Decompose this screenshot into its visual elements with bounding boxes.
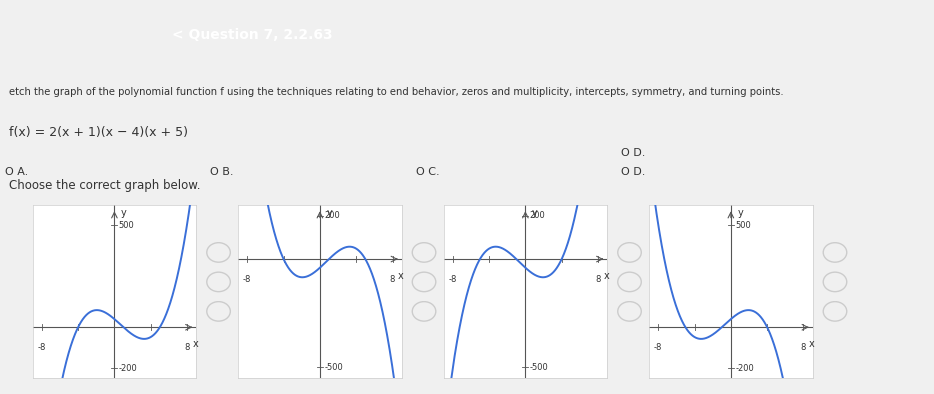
Text: O B.: O B. <box>210 167 234 177</box>
Text: y: y <box>327 208 333 218</box>
Text: 8: 8 <box>184 343 190 352</box>
Text: -500: -500 <box>324 363 343 372</box>
Text: f(x) = 2(x + 1)(x − 4)(x + 5): f(x) = 2(x + 1)(x − 4)(x + 5) <box>9 126 189 139</box>
Text: 200: 200 <box>530 211 545 220</box>
Text: -500: -500 <box>530 363 548 372</box>
Text: x: x <box>603 271 609 281</box>
Text: y: y <box>121 208 127 218</box>
Text: x: x <box>398 271 403 281</box>
Text: -200: -200 <box>119 364 137 373</box>
Text: -8: -8 <box>37 343 46 352</box>
Text: x: x <box>809 339 814 349</box>
Text: -8: -8 <box>243 275 251 284</box>
Text: -200: -200 <box>735 364 754 373</box>
Text: x: x <box>192 339 198 349</box>
Text: 8: 8 <box>595 275 601 284</box>
Text: -8: -8 <box>448 275 457 284</box>
Text: O A.: O A. <box>5 167 28 177</box>
Text: 500: 500 <box>735 221 751 230</box>
Text: y: y <box>738 208 743 218</box>
Text: O D.: O D. <box>621 167 645 177</box>
Text: Choose the correct graph below.: Choose the correct graph below. <box>9 179 201 192</box>
Text: 200: 200 <box>324 211 340 220</box>
Text: 8: 8 <box>389 275 395 284</box>
Text: etch the graph of the polynomial function f using the techniques relating to end: etch the graph of the polynomial functio… <box>9 87 784 97</box>
Text: 8: 8 <box>800 343 806 352</box>
Text: O D.: O D. <box>621 148 645 158</box>
Text: O C.: O C. <box>416 167 439 177</box>
Text: y: y <box>532 208 538 218</box>
Text: -8: -8 <box>654 343 662 352</box>
Text: < Question 7, 2.2.63: < Question 7, 2.2.63 <box>172 28 333 43</box>
Text: 500: 500 <box>119 221 134 230</box>
